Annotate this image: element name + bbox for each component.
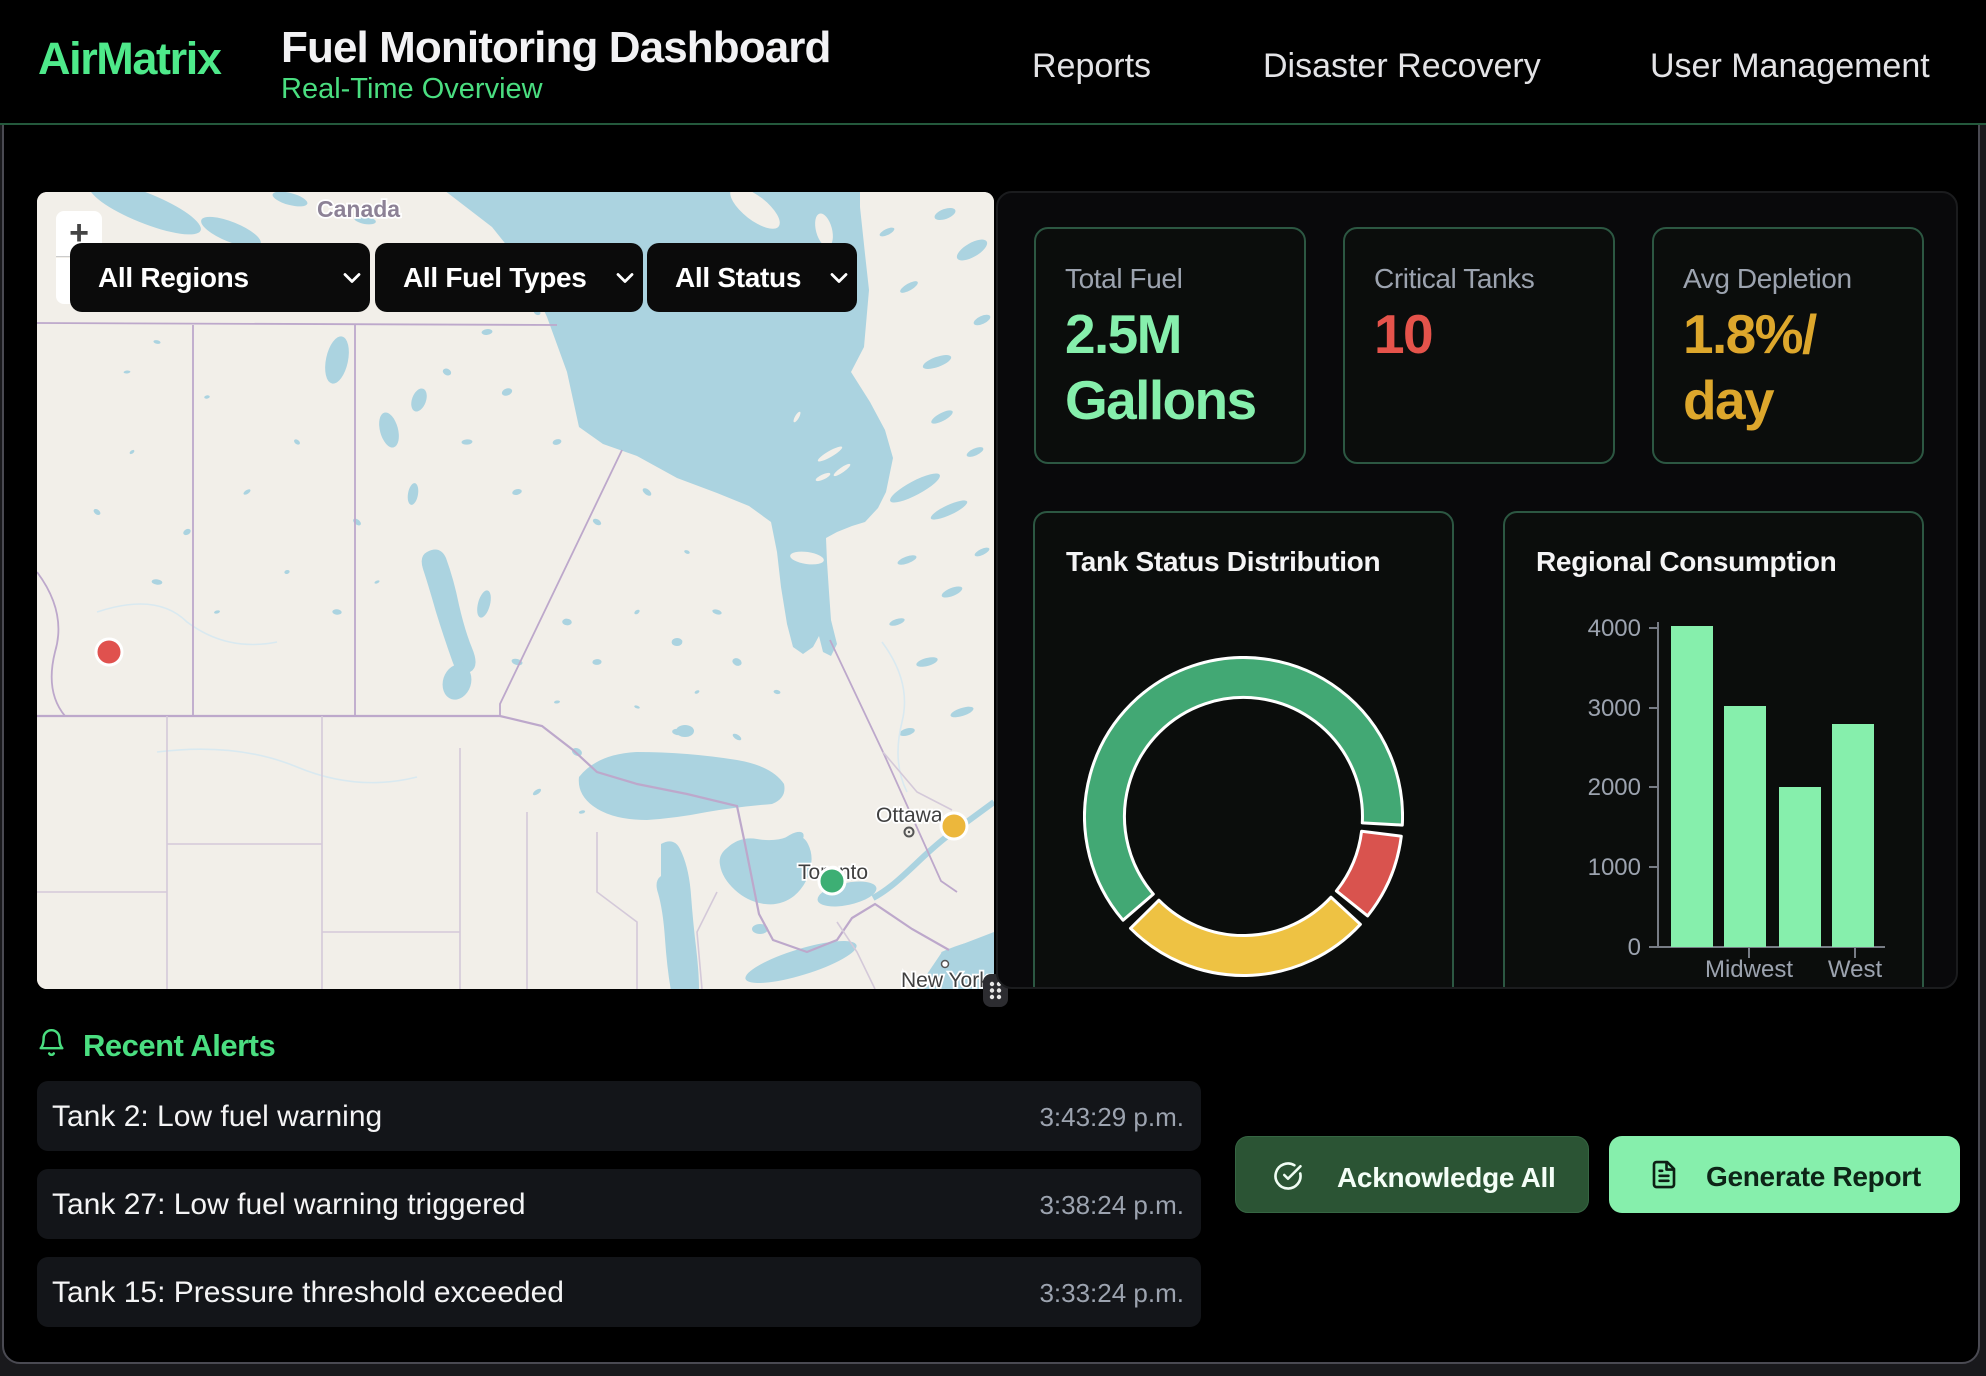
svg-text:2000: 2000	[1588, 774, 1641, 801]
svg-text:New York: New York	[901, 969, 990, 989]
svg-text:1000: 1000	[1588, 854, 1641, 881]
svg-text:4000: 4000	[1588, 615, 1641, 642]
svg-text:West: West	[1828, 956, 1883, 983]
svg-text:3000: 3000	[1588, 695, 1641, 722]
svg-text:Midwest: Midwest	[1705, 956, 1793, 983]
svg-text:0: 0	[1628, 934, 1641, 961]
svg-text:Ottawa: Ottawa	[876, 804, 943, 827]
svg-text:Canada: Canada	[317, 196, 400, 222]
